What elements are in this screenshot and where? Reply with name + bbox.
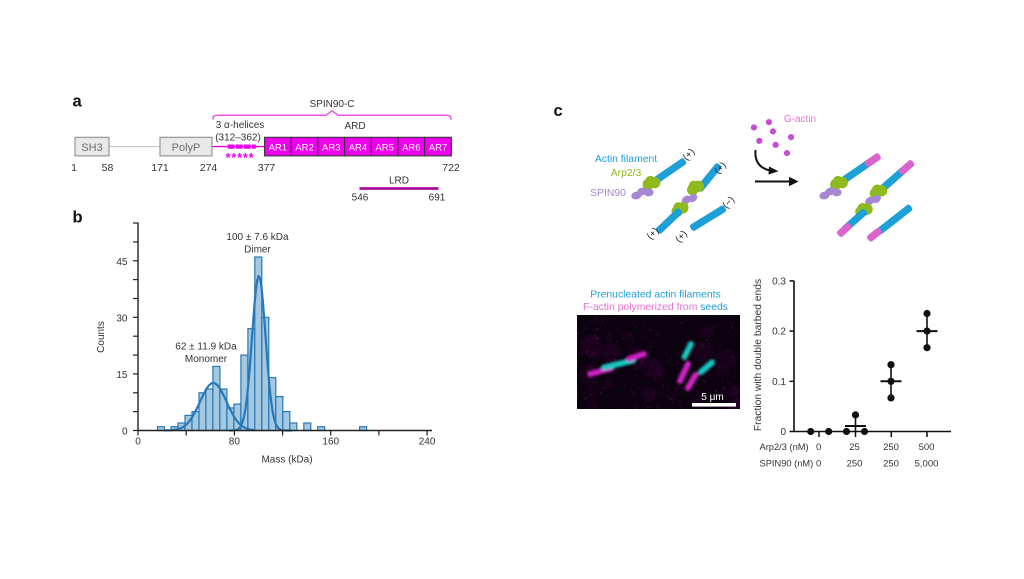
- svg-text:Arp2/3 (nM): Arp2/3 (nM): [760, 442, 809, 452]
- svg-text:(312–362): (312–362): [215, 133, 261, 144]
- svg-text:AR4: AR4: [349, 143, 367, 154]
- svg-text:0: 0: [816, 459, 821, 470]
- svg-text:0: 0: [135, 437, 141, 448]
- svg-text:SPIN90 (nM): SPIN90 (nM): [760, 459, 814, 469]
- svg-text:Arp2/3: Arp2/3: [611, 168, 642, 179]
- svg-text:160: 160: [322, 437, 339, 448]
- svg-text:3 α-helices: 3 α-helices: [216, 120, 265, 131]
- svg-text:AR1: AR1: [269, 143, 287, 154]
- svg-text:Actin filament: Actin filament: [595, 154, 657, 165]
- svg-text:c: c: [554, 102, 563, 120]
- svg-text:15: 15: [116, 370, 128, 381]
- svg-text:546: 546: [352, 193, 369, 204]
- svg-text:5 μm: 5 μm: [701, 392, 723, 403]
- svg-text:AR7: AR7: [429, 143, 447, 154]
- svg-text:250: 250: [883, 442, 899, 453]
- svg-text:0.3: 0.3: [772, 276, 786, 287]
- svg-text:240: 240: [419, 437, 436, 448]
- svg-text:0: 0: [780, 427, 786, 438]
- svg-text:Prenucleated actin filaments: Prenucleated actin filaments: [590, 290, 721, 301]
- svg-text:*: *: [231, 150, 237, 165]
- svg-text:1: 1: [71, 162, 77, 174]
- svg-text:0.1: 0.1: [772, 377, 786, 388]
- svg-text:0.2: 0.2: [772, 327, 786, 338]
- svg-text:0: 0: [122, 427, 128, 438]
- svg-text:80: 80: [229, 437, 241, 448]
- svg-text:SH3: SH3: [81, 142, 102, 154]
- svg-text:62 ± 11.9 kDa: 62 ± 11.9 kDa: [175, 342, 237, 353]
- svg-text:171: 171: [151, 162, 169, 174]
- svg-text:500: 500: [919, 442, 935, 453]
- svg-text:AR6: AR6: [402, 143, 420, 154]
- svg-text:Monomer: Monomer: [185, 354, 228, 365]
- svg-text:G-actin: G-actin: [784, 114, 816, 125]
- svg-text:LRD: LRD: [389, 176, 409, 187]
- svg-text:Fraction with double barbed en: Fraction with double barbed ends: [753, 279, 764, 431]
- svg-text:250: 250: [883, 459, 899, 470]
- svg-text:*: *: [226, 150, 232, 165]
- svg-text:AR5: AR5: [375, 143, 393, 154]
- svg-text:274: 274: [200, 162, 218, 174]
- svg-text:45: 45: [116, 257, 128, 268]
- svg-text:*: *: [249, 150, 255, 165]
- svg-text:SPIN90-C: SPIN90-C: [309, 99, 354, 110]
- svg-text:58: 58: [102, 162, 114, 174]
- svg-text:250: 250: [847, 459, 863, 470]
- svg-text:a: a: [73, 92, 83, 110]
- svg-text:b: b: [73, 209, 83, 227]
- svg-text:AR2: AR2: [295, 143, 313, 154]
- svg-text:100 ± 7.6 kDa: 100 ± 7.6 kDa: [226, 232, 289, 243]
- svg-text:Mass (kDa): Mass (kDa): [261, 455, 312, 466]
- svg-text:AR3: AR3: [322, 143, 340, 154]
- svg-text:F-actin polymerized from seeds: F-actin polymerized from seeds: [583, 302, 728, 313]
- svg-text:25: 25: [849, 442, 860, 453]
- svg-text:5,000: 5,000: [915, 459, 939, 470]
- svg-text:SPIN90: SPIN90: [590, 188, 626, 199]
- svg-text:377: 377: [258, 162, 276, 174]
- svg-text:ARD: ARD: [344, 121, 365, 132]
- svg-text:PolyP: PolyP: [172, 142, 201, 154]
- svg-text:691: 691: [429, 193, 446, 204]
- svg-text:722: 722: [442, 162, 460, 174]
- svg-text:*: *: [243, 150, 249, 165]
- svg-text:Counts: Counts: [96, 321, 107, 353]
- svg-text:30: 30: [116, 314, 128, 325]
- svg-text:Dimer: Dimer: [244, 245, 271, 256]
- svg-text:*: *: [237, 150, 243, 165]
- svg-text:0: 0: [816, 442, 821, 453]
